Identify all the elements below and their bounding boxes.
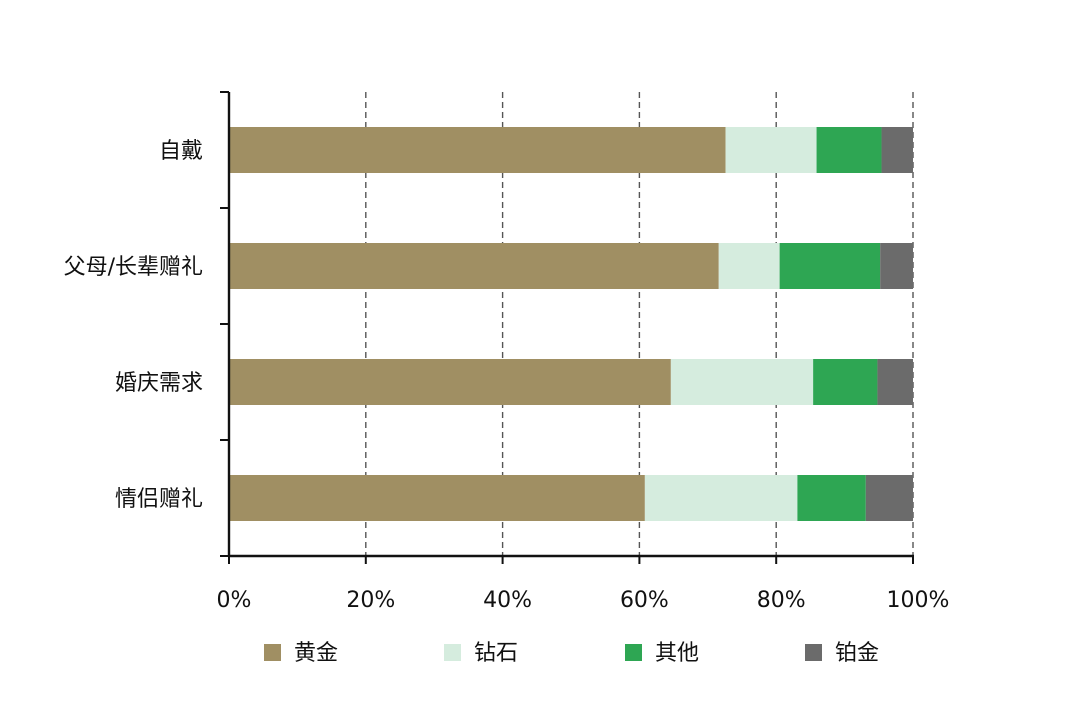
bar-segment <box>877 359 913 405</box>
bar-segment <box>865 475 913 521</box>
legend-swatch <box>444 644 461 661</box>
bar-segment <box>816 127 882 173</box>
x-tick-labels: 0% 20% 40% 60% 80% 100% <box>217 588 950 613</box>
legend-label: 铂金 <box>835 641 879 666</box>
legend-label: 黄金 <box>294 641 338 666</box>
bar-segment <box>229 243 719 289</box>
x-tick-label: 40% <box>483 588 532 613</box>
bar-segment <box>229 127 726 173</box>
legend-swatch <box>264 644 281 661</box>
x-tick-label: 100% <box>887 588 950 613</box>
legend-label: 钻石 <box>474 641 518 666</box>
x-tick-label: 20% <box>346 588 395 613</box>
grid-lines <box>365 92 914 556</box>
bars-group <box>229 127 913 521</box>
bar-segment <box>725 127 817 173</box>
bar-segment <box>813 359 878 405</box>
category-label: 父母/长辈赠礼 <box>64 255 203 280</box>
bar-segment <box>881 127 913 173</box>
legend-item: 其他 <box>625 641 699 666</box>
bar-segment <box>644 475 798 521</box>
bar-segment <box>779 243 881 289</box>
bar-segment <box>718 243 780 289</box>
legend-item: 钻石 <box>444 641 518 666</box>
bar-segment <box>229 475 645 521</box>
axes-group <box>220 91 914 564</box>
x-tick-label: 60% <box>620 588 669 613</box>
x-tick-label: 80% <box>757 588 806 613</box>
bar-segment <box>880 243 913 289</box>
bar-segment <box>229 359 671 405</box>
legend-swatch <box>805 644 822 661</box>
legend-swatch <box>625 644 642 661</box>
category-label: 情侣赠礼 <box>115 487 203 512</box>
legend-item: 铂金 <box>805 641 879 666</box>
legend-item: 黄金 <box>264 641 338 666</box>
bar-segment <box>670 359 814 405</box>
category-label: 自戴 <box>159 139 203 164</box>
legend: 黄金 钻石 其他 铂金 <box>264 641 879 666</box>
legend-label: 其他 <box>655 641 699 666</box>
x-tick-label: 0% <box>217 588 252 613</box>
bar-segment <box>797 475 866 521</box>
category-label: 婚庆需求 <box>115 371 203 396</box>
